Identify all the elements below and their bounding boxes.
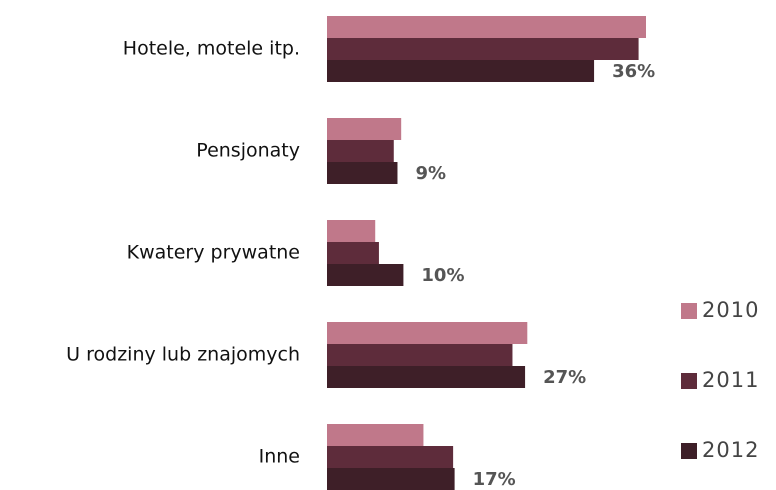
value-label: 36%	[612, 61, 655, 82]
bar	[327, 446, 454, 468]
bar	[327, 140, 394, 162]
legend-label: 2012	[702, 438, 759, 462]
bar	[327, 468, 455, 490]
category-label: Inne	[259, 446, 300, 468]
bar	[327, 242, 379, 264]
value-label: 27%	[543, 367, 586, 388]
legend-swatch	[681, 303, 697, 319]
legend-label: 2011	[702, 368, 759, 392]
bar	[327, 38, 639, 60]
category-label: Pensjonaty	[196, 140, 300, 162]
legend-swatch	[681, 373, 697, 389]
bar	[327, 60, 595, 82]
value-label: 9%	[415, 163, 446, 184]
bar	[327, 118, 402, 140]
bar	[327, 344, 513, 366]
category-label: Kwatery prywatne	[127, 242, 300, 264]
bar	[327, 220, 376, 242]
category-label: Hotele, motele itp.	[123, 38, 300, 60]
legend-swatch	[681, 443, 697, 459]
category-label: U rodziny lub znajomych	[66, 344, 300, 366]
value-label: 17%	[473, 469, 516, 490]
bar	[327, 16, 646, 38]
bar	[327, 322, 528, 344]
bar	[327, 424, 424, 446]
bar	[327, 162, 398, 184]
legend-label: 2010	[702, 298, 759, 322]
bar	[327, 366, 526, 388]
value-label: 10%	[421, 265, 464, 286]
bar	[327, 264, 404, 286]
